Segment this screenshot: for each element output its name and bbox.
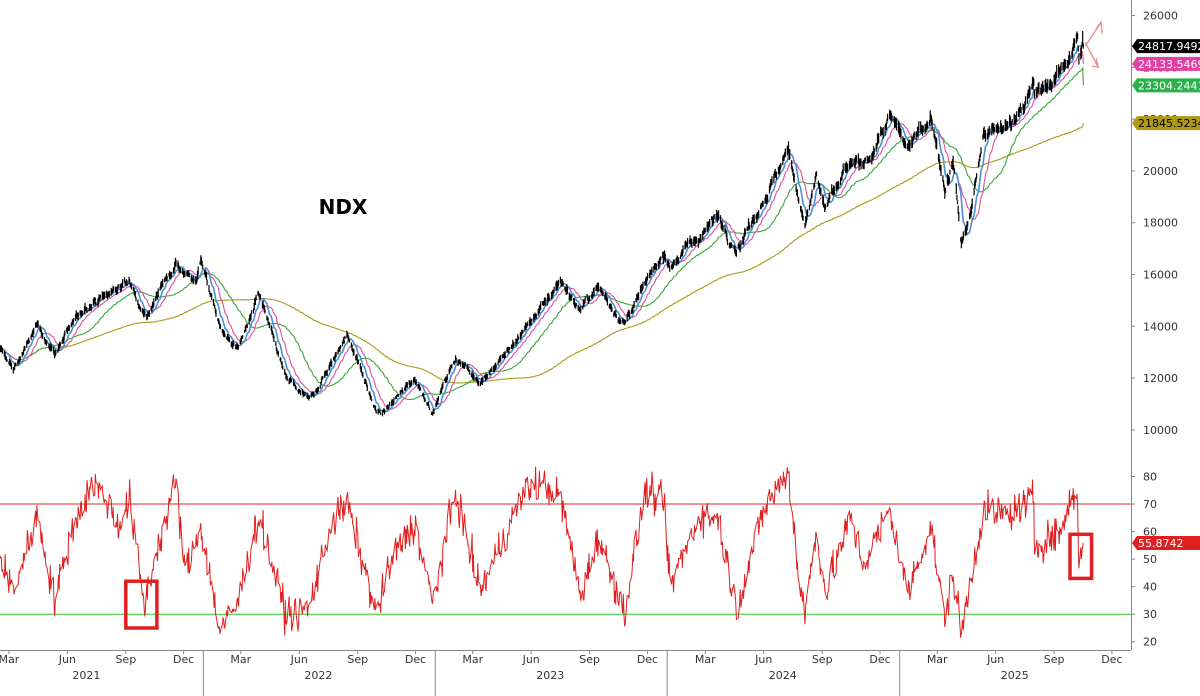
price-y-tick-label: 10000 <box>1143 424 1178 437</box>
price-y-tick-label: 26000 <box>1143 10 1178 23</box>
rsi-value-tag-text: 55.8742 <box>1138 537 1184 550</box>
ma-olive-value-tag-text: 21845.5234 <box>1138 117 1200 130</box>
price-value-tag: 24817.9492 <box>1132 39 1200 54</box>
x-tick-label: Sep <box>347 653 368 666</box>
ma-pink-value-tag: 24133.5469 <box>1132 56 1200 71</box>
year-label: 2024 <box>769 669 797 682</box>
x-tick-label: Dec <box>173 653 194 666</box>
year-label: 2023 <box>536 669 564 682</box>
ma-green-value-tag-text: 23304.2441 <box>1138 79 1200 92</box>
x-tick-label: Jun <box>58 653 76 666</box>
rsi-y-tick-label: 70 <box>1143 498 1157 511</box>
year-label: 2025 <box>1001 669 1029 682</box>
ma-green-value-tag-bg <box>1132 78 1200 93</box>
year-label: 2022 <box>304 669 332 682</box>
rsi-value-tag: 55.8742 <box>1132 535 1200 550</box>
ma-pink-value-tag-text: 24133.5469 <box>1138 58 1200 71</box>
ma-pink-value-tag-bg <box>1132 56 1200 71</box>
x-tick-label: Jun <box>522 653 540 666</box>
x-tick-label: Sep <box>115 653 136 666</box>
x-tick-label: Jun <box>290 653 308 666</box>
price-y-tick-label: 12000 <box>1143 372 1178 385</box>
highlight-box-2021 <box>124 579 159 630</box>
rsi-y-tick-label: 60 <box>1143 526 1157 539</box>
x-tick-label: Sep <box>579 653 600 666</box>
ma-olive-line <box>0 122 1084 384</box>
x-tick-label: Mar <box>462 653 483 666</box>
rsi-y-tick-label: 20 <box>1143 636 1157 649</box>
rsi-value-tag-bg <box>1132 535 1200 550</box>
highlight-box-2025 <box>1068 532 1094 581</box>
ma-green-value-tag: 23304.2441 <box>1132 78 1200 93</box>
rsi-y-tick-label: 50 <box>1143 553 1157 566</box>
x-tick-label: Sep <box>812 653 833 666</box>
rsi-y-tick-label: 40 <box>1143 581 1157 594</box>
x-tick-label: Dec <box>405 653 426 666</box>
chart-title: NDX <box>319 195 368 219</box>
ma-olive-value-tag-bg <box>1132 116 1200 131</box>
x-tick-label: Dec <box>869 653 890 666</box>
rsi-panel <box>0 466 1131 638</box>
x-tick-label: Sep <box>1044 653 1065 666</box>
price-y-tick-label: 20000 <box>1143 165 1178 178</box>
x-tick-label: Mar <box>927 653 948 666</box>
price-value-tag-bg <box>1132 39 1200 54</box>
ma-green-line <box>0 66 1084 401</box>
up-arrow-head <box>1095 20 1103 34</box>
x-tick-label: Jun <box>754 653 772 666</box>
price-y-tick-label: 18000 <box>1143 217 1178 230</box>
x-tick-label: Mar <box>0 653 20 666</box>
fast-ma-line <box>0 43 1084 413</box>
rsi-y-tick-label: 80 <box>1143 471 1157 484</box>
x-tick-label: Dec <box>1101 653 1122 666</box>
price-value-tag-text: 24817.9492 <box>1138 40 1200 53</box>
x-tick-label: Mar <box>695 653 716 666</box>
price-panel <box>0 20 1103 417</box>
rsi-y-tick-label: 30 <box>1143 608 1157 621</box>
year-label: 2021 <box>72 669 100 682</box>
rsi-line <box>0 466 1084 638</box>
down-arrow-head <box>1092 58 1099 69</box>
price-bars <box>0 31 1084 417</box>
x-tick-label: Dec <box>637 653 658 666</box>
x-tick-label: Mar <box>230 653 251 666</box>
ma-olive-value-tag: 21845.5234 <box>1132 116 1200 131</box>
price-y-tick-label: 16000 <box>1143 268 1178 281</box>
price-y-tick-label: 14000 <box>1143 320 1178 333</box>
x-tick-label: Jun <box>986 653 1004 666</box>
projection-arrows <box>1084 20 1103 69</box>
ma-pink-line <box>0 51 1084 410</box>
down-arrow <box>1084 41 1099 68</box>
